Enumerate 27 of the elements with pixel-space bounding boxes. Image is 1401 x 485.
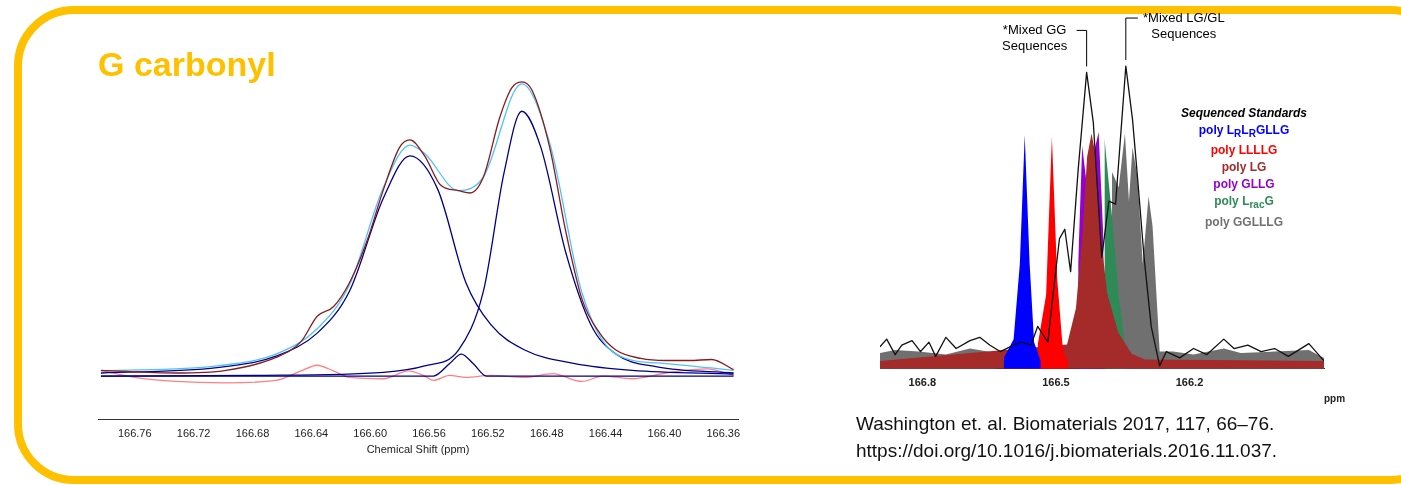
x-tick-label: 166.52: [471, 427, 505, 440]
x-tick-label: 166.76: [117, 427, 152, 440]
x-tick-label: 166.48: [529, 427, 564, 440]
x-tick-label: 166.40: [647, 427, 682, 440]
text: poly LG: [1220, 159, 1268, 177]
text: poly LLLLG: [1209, 142, 1279, 160]
x-tick-label: 166.56: [412, 427, 446, 440]
legend-title: Sequenced Standards: [1180, 105, 1307, 122]
text: poly L$_{rac}$G: [1213, 193, 1275, 213]
x-tick-label: 166.44: [588, 427, 623, 440]
text: poly L$_{R}$L$_{R}$GLLG: [1197, 122, 1291, 142]
annotation: *Mixed LG/GL Sequences: [1143, 10, 1225, 42]
annotation: *Mixed GG Sequences: [1002, 22, 1068, 54]
text: Washington et. al. Biomaterials 2017, 117, 66–76. https://doi.org/10.1016/j.biomaterials.2016.11.037.: [856, 412, 1279, 463]
text: poly GGLLLG: [1203, 213, 1284, 231]
x-axis-title: Chemical Shift (ppm): [366, 443, 470, 456]
x-tick-label: 166.60: [353, 427, 388, 440]
x-tick-label: 166.64: [294, 427, 329, 440]
text: poly GLLG: [1212, 176, 1276, 194]
x-tick-label: 166.5: [1042, 376, 1070, 389]
x-tick-label: 166.68: [235, 427, 270, 440]
x-tick-label: 166.8: [908, 376, 937, 389]
x-tick-label: 166.72: [176, 427, 211, 440]
x-tick-label: 166.36: [706, 427, 741, 440]
x-tick-label: 166.2: [1175, 376, 1204, 389]
x-axis-title: ppm: [1324, 392, 1346, 404]
chart-title: G carbonyl: [98, 45, 276, 84]
